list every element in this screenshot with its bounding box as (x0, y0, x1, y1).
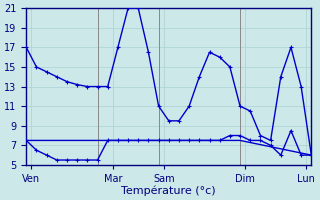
X-axis label: Température (°c): Température (°c) (122, 185, 216, 196)
